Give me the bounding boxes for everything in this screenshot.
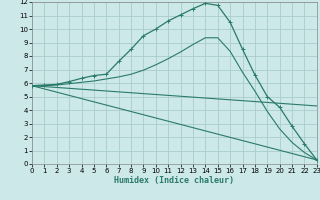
X-axis label: Humidex (Indice chaleur): Humidex (Indice chaleur)	[115, 176, 234, 185]
